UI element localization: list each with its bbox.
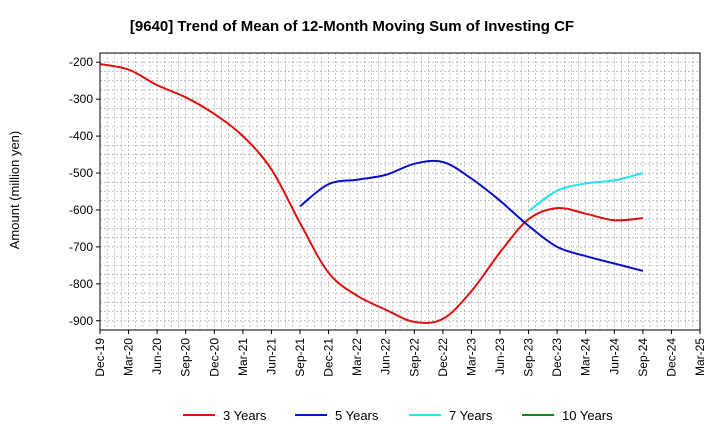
- chart-title: [9640] Trend of Mean of 12-Month Moving …: [130, 18, 574, 35]
- x-tick-label: Jun-22: [379, 338, 393, 375]
- grid: [99, 52, 701, 331]
- y-tick-labels: -200 -300 -400 -500 -600 -700 -800 -900: [69, 55, 100, 328]
- x-tick-label: Mar-22: [350, 338, 364, 376]
- x-tick-label: Dec-20: [207, 338, 221, 377]
- y-tick-label: -300: [69, 92, 93, 106]
- x-tick-label: Jun-24: [607, 338, 621, 375]
- x-tick-label: Mar-24: [579, 338, 593, 376]
- x-tick-label: Sep-23: [522, 338, 536, 377]
- x-tick-labels: Dec-19 Mar-20 Jun-20 Sep-20 Dec-20 Mar-21 Jun-…: [93, 330, 707, 377]
- y-tick-label: -600: [69, 203, 93, 217]
- series-line-7-years: [528, 172, 644, 212]
- legend-label-3-years: 3 Years: [223, 408, 267, 423]
- y-tick-label: -800: [69, 277, 93, 291]
- x-tick-label: Jun-20: [150, 338, 164, 375]
- x-tick-label: Dec-21: [322, 338, 336, 377]
- legend: 3 Years 5 Years 7 Years 10 Years: [183, 408, 613, 423]
- series-lines: [99, 63, 644, 324]
- series-line-5-years: [299, 159, 644, 272]
- x-tick-label: Mar-20: [122, 338, 136, 376]
- y-tick-label: -200: [69, 55, 93, 69]
- y-tick-label: -400: [69, 129, 93, 143]
- y-tick-label: -700: [69, 240, 93, 254]
- x-tick-label: Mar-23: [464, 338, 478, 376]
- series-line-3-years: [99, 63, 643, 324]
- y-tick-label: -900: [69, 314, 93, 328]
- legend-label-7-years: 7 Years: [449, 408, 493, 423]
- x-tick-label: Dec-22: [436, 338, 450, 377]
- legend-label-5-years: 5 Years: [335, 408, 379, 423]
- x-tick-label: Mar-25: [693, 338, 707, 376]
- y-axis-label: Amount (million yen): [7, 131, 22, 250]
- x-tick-label: Dec-23: [550, 338, 564, 377]
- x-tick-label: Sep-21: [293, 338, 307, 377]
- plot-area: [99, 52, 701, 331]
- x-tick-label: Sep-24: [636, 338, 650, 377]
- x-tick-label: Sep-22: [407, 338, 421, 377]
- x-tick-label: Jun-23: [493, 338, 507, 375]
- x-tick-label: Jun-21: [264, 338, 278, 375]
- x-tick-label: Mar-21: [236, 338, 250, 376]
- x-tick-label: Dec-19: [93, 338, 107, 377]
- x-tick-label: Dec-24: [664, 338, 678, 377]
- x-tick-label: Sep-20: [179, 338, 193, 377]
- legend-label-10-years: 10 Years: [562, 408, 613, 423]
- y-tick-label: -500: [69, 166, 93, 180]
